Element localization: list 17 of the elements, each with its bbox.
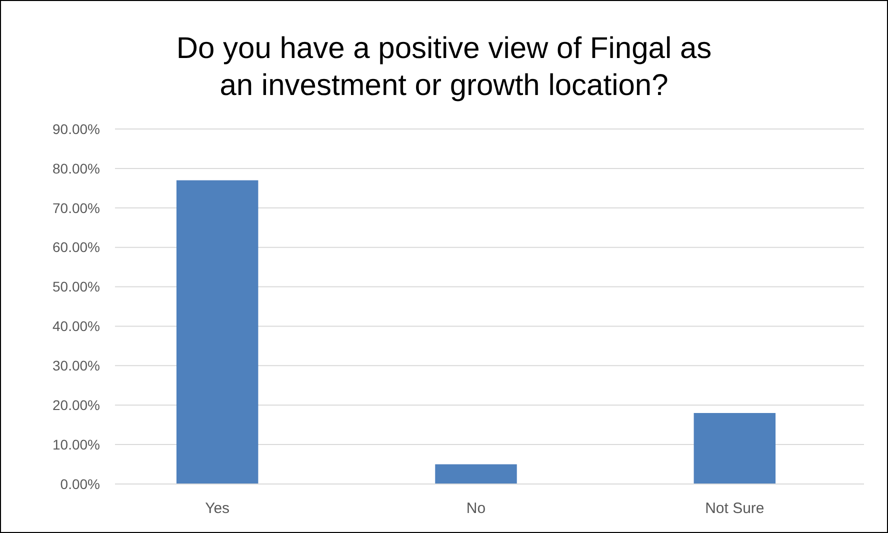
y-tick-label: 30.00% (52, 358, 100, 374)
y-tick-label: 70.00% (52, 200, 100, 216)
x-tick-label: Yes (205, 500, 230, 517)
y-tick-label: 20.00% (52, 397, 100, 414)
bar (435, 464, 517, 484)
x-tick-label: No (466, 500, 486, 517)
y-tick-label: 90.00% (52, 120, 100, 137)
y-tick-label: 60.00% (52, 239, 100, 256)
y-tick-label: 40.00% (52, 318, 100, 334)
chart-title: Do you have a positive view of Fingal as an investment or growth location? (176, 32, 712, 102)
x-tick-label: Not Sure (705, 500, 764, 517)
y-tick-label: 10.00% (52, 436, 100, 452)
y-tick-label: 50.00% (52, 278, 100, 295)
y-tick-label: 80.00% (52, 160, 100, 176)
y-tick-label: 0.00% (60, 476, 100, 492)
bar (694, 413, 776, 484)
bar (176, 180, 258, 484)
